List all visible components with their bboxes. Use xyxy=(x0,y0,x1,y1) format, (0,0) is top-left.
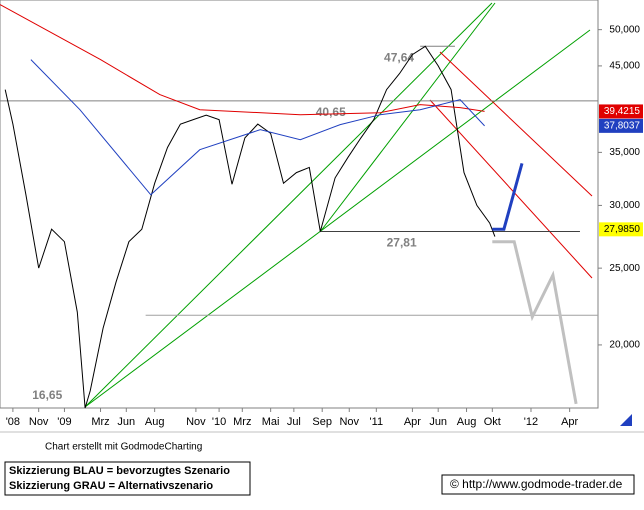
level-label: 47,64 xyxy=(384,50,414,64)
y-tick-label: 25,000 xyxy=(609,263,640,274)
x-tick-label: Jun xyxy=(117,416,135,428)
price-label-bg xyxy=(599,118,643,133)
x-tick-label: Nov xyxy=(186,416,206,428)
x-tick-label: Nov xyxy=(339,416,359,428)
price-label: 37,8037 xyxy=(604,121,641,132)
x-tick-label: Apr xyxy=(561,416,578,428)
price-label-bg xyxy=(599,222,643,237)
x-tick-label: '08 xyxy=(6,416,20,428)
x-tick-label: '09 xyxy=(57,416,71,428)
series-line xyxy=(492,240,578,405)
x-tick-label: Nov xyxy=(29,416,49,428)
x-tick-label: Jun xyxy=(429,416,447,428)
trend-line xyxy=(84,2,493,408)
price-label: 27,9850 xyxy=(604,224,641,235)
credit: Chart erstellt mit GodmodeCharting xyxy=(45,442,202,453)
legend-box xyxy=(4,461,251,496)
legend-line: Skizzierung GRAU = Alternativszenario xyxy=(9,480,213,492)
x-tick-label: Apr xyxy=(404,416,421,428)
trend-line xyxy=(439,51,593,197)
x-tick-label: '12 xyxy=(524,416,538,428)
series-line xyxy=(492,163,524,231)
x-tick-label: '11 xyxy=(370,416,384,428)
y-tick-label: 20,000 xyxy=(609,340,640,351)
y-tick-label: 45,000 xyxy=(609,61,640,72)
x-tick-label: Mai xyxy=(262,416,280,428)
level-label: 40,65 xyxy=(316,105,346,119)
plot-area xyxy=(0,0,599,409)
y-tick-label: 35,000 xyxy=(609,147,640,158)
icon xyxy=(620,414,632,426)
x-tick-label: Aug xyxy=(145,416,165,428)
series-line xyxy=(0,4,485,116)
x-tick-label: Mrz xyxy=(233,416,251,428)
copyright-box xyxy=(441,474,635,495)
price-label-bg xyxy=(599,104,643,119)
y-tick-label: 50,000 xyxy=(609,24,640,35)
x-tick-label: Sep xyxy=(312,416,332,428)
series-line xyxy=(30,59,485,196)
level-label: 16,65 xyxy=(32,388,62,402)
series-line xyxy=(4,45,496,409)
copyright: © http://www.godmode-trader.de xyxy=(450,477,623,491)
price-label: 39,4215 xyxy=(604,106,641,117)
x-tick-label: Mrz xyxy=(91,416,109,428)
x-tick-label: Okt xyxy=(484,416,501,428)
x-tick-label: '10 xyxy=(212,416,226,428)
y-tick-label: 30,000 xyxy=(609,200,640,211)
trend-line xyxy=(319,2,496,233)
level-label: 27,81 xyxy=(387,236,417,250)
x-tick-label: Jul xyxy=(287,416,301,428)
legend-line: Skizzierung BLAU = bevorzugtes Szenario xyxy=(9,465,230,477)
x-tick-label: Aug xyxy=(457,416,477,428)
trend-line xyxy=(84,29,591,408)
